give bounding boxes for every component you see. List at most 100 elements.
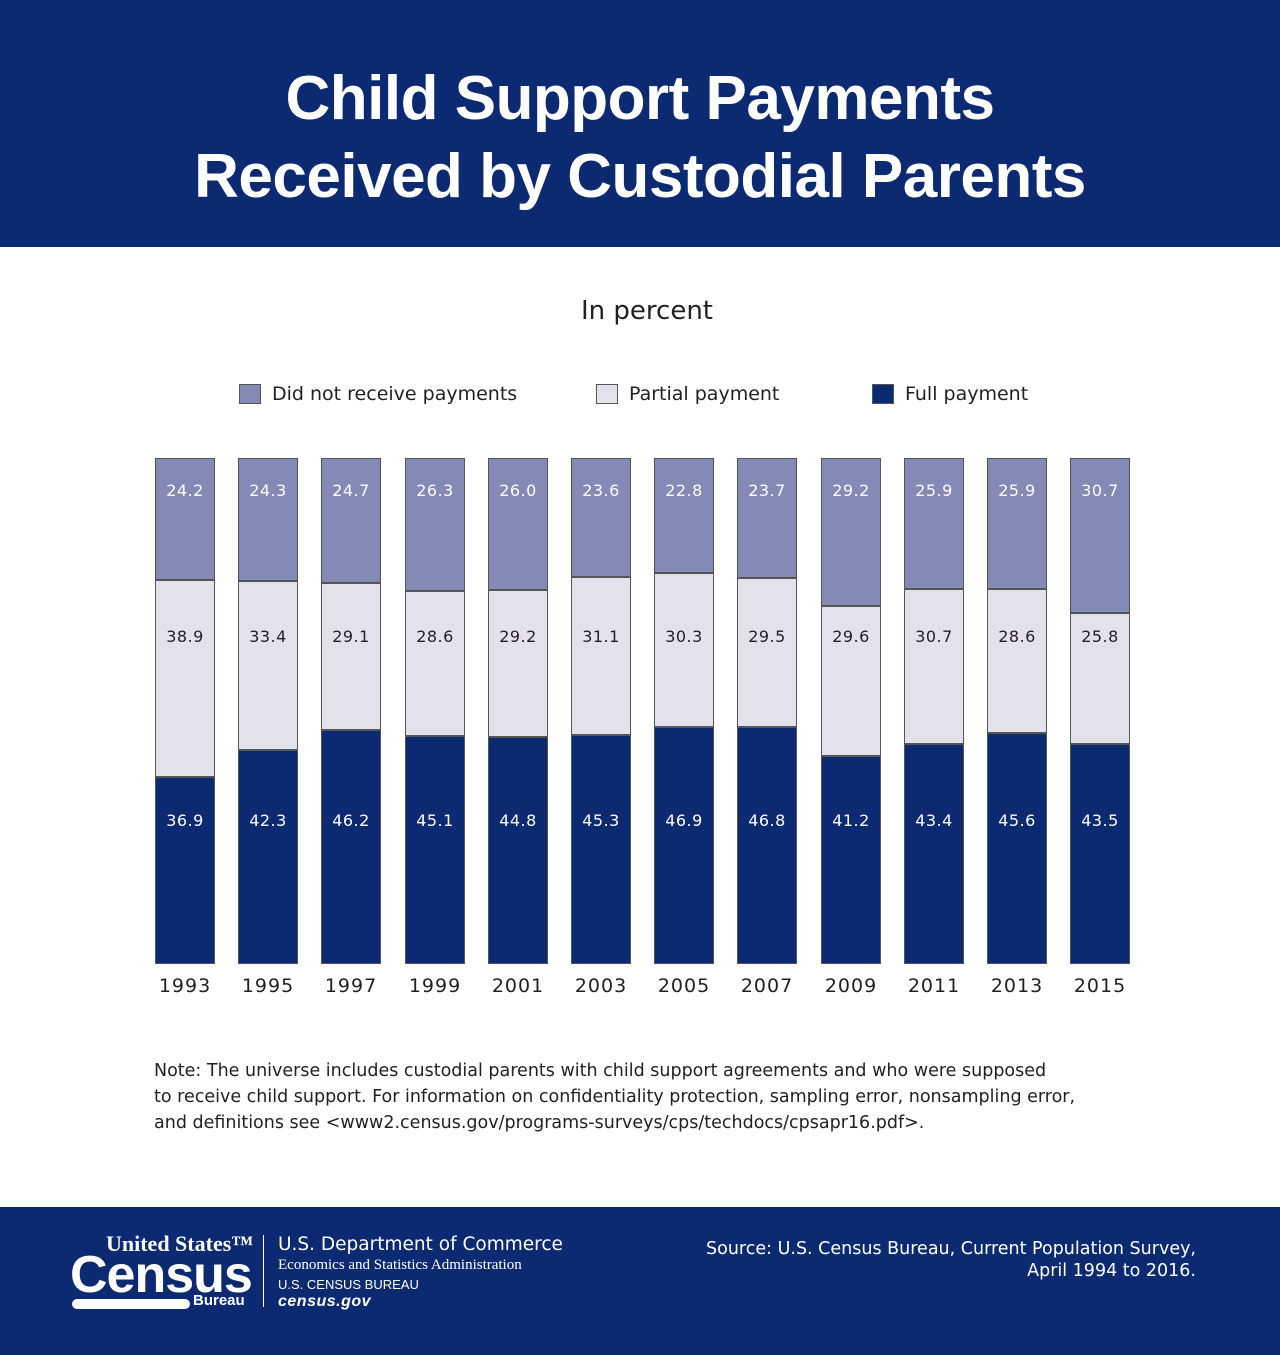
census-gov-link[interactable]: census.gov [278, 1293, 372, 1310]
dept-esa: Economics and Statistics Administration [278, 1257, 522, 1273]
x-axis-label: 1999 [408, 975, 462, 997]
bar-2005: 22.8 30.3 46.9 [654, 458, 714, 964]
bar-2003: 23.6 31.1 45.3 [571, 458, 631, 964]
value-label: 24.7 [332, 481, 370, 500]
segment-did-not-receive: 23.7 [737, 458, 797, 578]
bar-2011: 25.9 30.7 43.4 [904, 458, 964, 964]
segment-did-not-receive: 25.9 [904, 458, 964, 590]
value-label: 30.3 [665, 626, 703, 646]
bar-2013: 25.9 28.6 45.6 [987, 458, 1047, 964]
segment-partial: 30.3 [654, 573, 714, 727]
value-label: 26.3 [416, 481, 454, 500]
chart-subtitle: In percent [581, 296, 713, 326]
x-axis-label: 1997 [324, 975, 378, 997]
segment-partial: 28.6 [405, 591, 465, 736]
segment-did-not-receive: 24.2 [155, 458, 215, 581]
title-banner: Child Support Payments Received by Custo… [0, 0, 1280, 247]
x-axis-label: 2009 [824, 975, 878, 997]
title-line-2: Received by Custodial Parents [194, 142, 1086, 211]
segment-full: 36.9 [155, 777, 215, 964]
segment-full: 44.8 [488, 737, 548, 964]
value-label: 46.2 [332, 810, 370, 830]
note-line-2: to receive child support. For informatio… [154, 1087, 1076, 1107]
logo-census: Census [70, 1246, 253, 1304]
x-axis-label: 2013 [990, 975, 1044, 997]
legend-swatch-icon [872, 384, 894, 404]
source-line-2: April 1994 to 2016. [1027, 1261, 1196, 1281]
note-line-1: Note: The universe includes custodial pa… [154, 1061, 1047, 1081]
value-label: 31.1 [582, 626, 620, 646]
bar-1995: 24.3 33.4 42.3 [238, 458, 298, 964]
value-label: 30.7 [915, 626, 953, 646]
value-label: 29.6 [832, 626, 870, 646]
segment-full: 45.6 [987, 733, 1047, 964]
value-label: 26.0 [499, 481, 537, 500]
value-label: 36.9 [166, 810, 204, 830]
segment-full: 45.1 [405, 735, 465, 964]
segment-full: 46.9 [654, 726, 714, 964]
value-label: 45.1 [416, 810, 454, 830]
value-label: 28.6 [998, 626, 1036, 646]
legend-label: Partial payment [629, 383, 780, 405]
value-label: 24.3 [249, 481, 287, 500]
value-label: 28.6 [416, 626, 454, 646]
value-label: 38.9 [166, 626, 204, 646]
logo-united-states: United States™ [106, 1231, 254, 1256]
value-label: 45.6 [998, 810, 1036, 830]
source-citation: Source: U.S. Census Bureau, Current Popu… [706, 1238, 1196, 1282]
value-label: 25.9 [998, 481, 1036, 500]
bar-2015: 30.7 25.8 43.5 [1070, 458, 1130, 964]
legend-label: Did not receive payments [272, 383, 518, 405]
value-label: 29.5 [748, 626, 786, 646]
dept-commerce: U.S. Department of Commerce [278, 1234, 563, 1255]
dept-census-bureau: U.S. CENSUS BUREAU [278, 1277, 419, 1292]
bar-1997: 24.7 29.1 46.2 [321, 458, 381, 964]
segment-full: 42.3 [238, 749, 298, 964]
segment-did-not-receive: 26.0 [488, 458, 548, 590]
footer: United States™ Census Bureau U.S. Depart… [0, 1207, 1280, 1355]
bar-2009: 29.2 29.6 41.2 [821, 458, 881, 964]
segment-did-not-receive: 29.2 [821, 458, 881, 606]
x-axis-label: 1993 [158, 975, 212, 997]
segment-full: 46.2 [321, 730, 381, 964]
x-axis-label: 2003 [574, 975, 628, 997]
bar-2001: 26.0 29.2 44.8 [488, 458, 548, 964]
segment-partial: 29.5 [737, 577, 797, 728]
legend-item-partial: Partial payment [596, 383, 779, 405]
x-axis-label: 2007 [740, 975, 794, 997]
x-axis-label: 2015 [1073, 975, 1127, 997]
value-label: 41.2 [832, 810, 870, 830]
logo-swoosh-icon [72, 1299, 190, 1309]
segment-partial: 31.1 [571, 577, 631, 735]
segment-partial: 33.4 [238, 580, 298, 750]
value-label: 46.9 [665, 810, 703, 830]
legend-swatch-icon [239, 384, 261, 404]
segment-partial: 30.7 [904, 589, 964, 745]
chart-legend: Did not receive payments Partial payment… [0, 383, 1280, 413]
segment-partial: 29.2 [488, 589, 548, 738]
segment-did-not-receive: 25.9 [987, 458, 1047, 589]
chart-note: Note: The universe includes custodial pa… [154, 1058, 1154, 1136]
x-axis-label: 1995 [241, 975, 295, 997]
segment-full: 45.3 [571, 734, 631, 964]
value-label: 23.7 [748, 481, 786, 500]
note-line-3: and definitions see <www2.census.gov/pro… [154, 1113, 925, 1133]
segment-did-not-receive: 23.6 [571, 458, 631, 578]
segment-full: 41.2 [821, 755, 881, 964]
segment-did-not-receive: 26.3 [405, 458, 465, 592]
value-label: 22.8 [665, 481, 703, 500]
x-axis-label: 2005 [657, 975, 711, 997]
x-axis-label: 2001 [491, 975, 545, 997]
page-title: Child Support Payments Received by Custo… [0, 60, 1280, 216]
bar-2007: 23.7 29.5 46.8 [737, 458, 797, 964]
segment-partial: 25.8 [1070, 613, 1130, 744]
legend-label: Full payment [905, 383, 1029, 405]
value-label: 45.3 [582, 810, 620, 830]
segment-did-not-receive: 24.7 [321, 458, 381, 583]
title-line-1: Child Support Payments [285, 64, 995, 133]
segment-partial: 29.6 [821, 605, 881, 756]
source-line-1: Source: U.S. Census Bureau, Current Popu… [706, 1239, 1196, 1259]
segment-did-not-receive: 24.3 [238, 458, 298, 581]
value-label: 43.4 [915, 810, 953, 830]
